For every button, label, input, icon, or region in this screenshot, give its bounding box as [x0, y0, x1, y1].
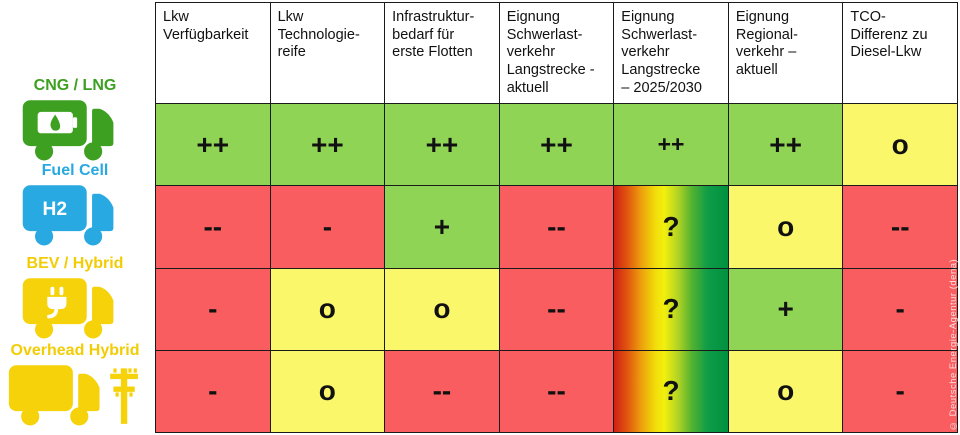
rating-cell-bev-hybrid-col6: + — [728, 268, 843, 350]
rating-cell-fuel-cell-col1: -- — [156, 186, 270, 268]
column-header-7: TCO- Differenz zu Diesel-Lkw — [843, 3, 957, 103]
rating-cell-cng-lng-col3: ++ — [385, 104, 499, 186]
rating-cell-fuel-cell-col5: ? — [614, 186, 728, 268]
rating-cell-cng-lng-col5: ++ — [614, 104, 728, 186]
rating-cell-cng-lng-col4: ++ — [499, 104, 614, 186]
vehicle-overhead-hybrid: Overhead Hybrid — [0, 342, 150, 426]
rating-cell-bev-hybrid-col7: - — [843, 268, 957, 350]
catenary-mast-icon — [110, 368, 138, 424]
vehicle-label-cng-lng: CNG / LNG — [33, 77, 117, 94]
bev-hybrid-plug-truck-icon — [22, 278, 114, 339]
rating-cell-overhead-hybrid-col2: o — [270, 350, 385, 432]
column-header-6: Eignung Regional- verkehr – aktuell — [728, 3, 843, 103]
rating-cell-bev-hybrid-col1: - — [156, 268, 270, 350]
copyright-watermark: © Deutsche Energie-Agentur (dena) — [948, 258, 959, 431]
flame-icon — [50, 114, 61, 131]
overhead-hybrid-catenary-truck-icon — [8, 365, 138, 426]
h2-label: H2 — [42, 199, 67, 220]
rating-cell-overhead-hybrid-col7: - — [843, 350, 957, 432]
column-header-5: Eignung Schwerlast- verkehr Langstrecke … — [614, 3, 728, 103]
vehicle-label-overhead-hybrid: Overhead Hybrid — [10, 342, 140, 359]
column-header-3: Infrastruktur- bedarf für erste Flotten — [385, 3, 499, 103]
rating-cell-overhead-hybrid-col6: o — [728, 350, 843, 432]
rating-cell-overhead-hybrid-col3: -- — [385, 350, 499, 432]
rating-cell-cng-lng-col1: ++ — [156, 104, 270, 186]
vehicle-bev-hybrid: BEV / Hybrid — [0, 255, 150, 339]
rating-cell-overhead-hybrid-col5: ? — [614, 350, 728, 432]
vehicle-cng-lng: CNG / LNG — [0, 77, 150, 161]
rating-cell-overhead-hybrid-col1: - — [156, 350, 270, 432]
vehicle-fuel-cell: Fuel Cell H2 — [0, 162, 150, 246]
rating-cell-cng-lng-col2: ++ — [270, 104, 385, 186]
fuel-cell-h2-truck-icon: H2 — [22, 185, 114, 246]
rating-cell-cng-lng-col7: o — [843, 104, 957, 186]
rating-table: Lkw Verfügbarkeit Lkw Technologie- reife I… — [155, 2, 958, 433]
rating-cell-bev-hybrid-col4: -- — [499, 268, 614, 350]
rating-cell-fuel-cell-col6: o — [728, 186, 843, 268]
vehicle-label-bev-hybrid: BEV / Hybrid — [26, 255, 124, 272]
rating-cell-fuel-cell-col2: - — [270, 186, 385, 268]
vehicle-sidebar: CNG / LNG Fuel Cell H2 BEV / Hy — [0, 0, 155, 435]
rating-cell-cng-lng-col6: ++ — [728, 104, 843, 186]
plug-icon — [47, 286, 67, 319]
column-header-2: Lkw Technologie- reife — [270, 3, 385, 103]
rating-cell-overhead-hybrid-col4: -- — [499, 350, 614, 432]
rating-cell-fuel-cell-col3: + — [385, 186, 499, 268]
rating-cell-bev-hybrid-col2: o — [270, 268, 385, 350]
cng-lng-truck-icon — [22, 100, 114, 161]
rating-cell-bev-hybrid-col3: o — [385, 268, 499, 350]
vehicle-label-fuel-cell: Fuel Cell — [41, 162, 109, 179]
column-header-4: Eignung Schwerlast- verkehr Langstrecke … — [499, 3, 614, 103]
column-header-1: Lkw Verfügbarkeit — [156, 3, 270, 103]
rating-cell-fuel-cell-col7: -- — [843, 186, 957, 268]
rating-cell-fuel-cell-col4: -- — [499, 186, 614, 268]
rating-cell-bev-hybrid-col5: ? — [614, 268, 728, 350]
